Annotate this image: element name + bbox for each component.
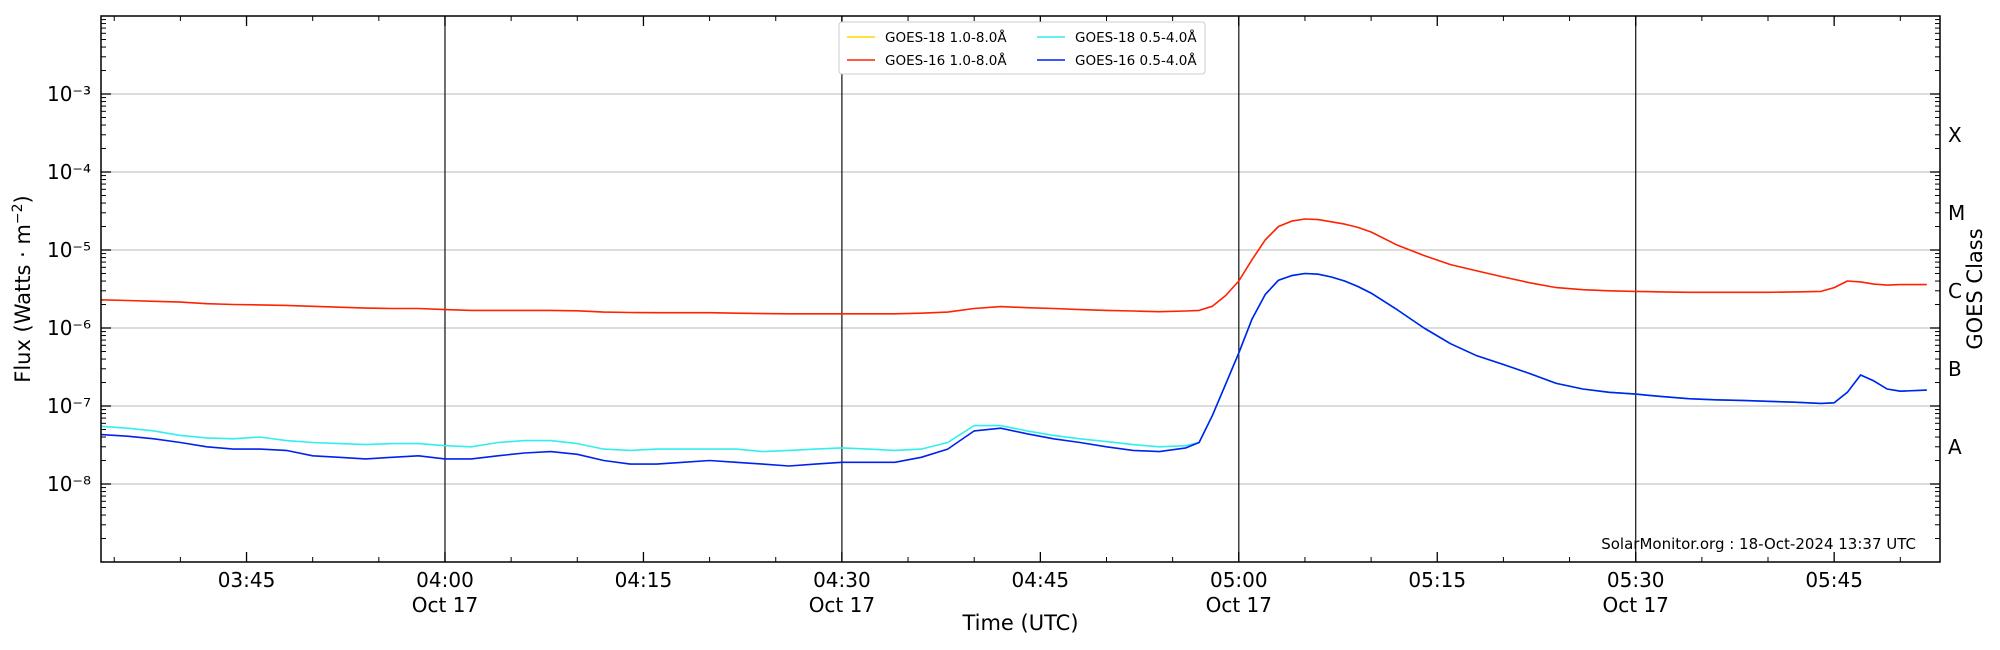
legend-entry-label: GOES-18 0.5-4.0Å <box>1075 29 1197 46</box>
legend-entry-label: GOES-16 0.5-4.0Å <box>1075 52 1197 69</box>
series-line-2 <box>100 218 1927 315</box>
y-tick-label: 10⁻³ <box>47 82 91 106</box>
goes-class-label: M <box>1948 201 1965 225</box>
x-tick-label: 05:00 <box>1210 568 1268 592</box>
goes-class-label: A <box>1948 435 1962 459</box>
x-tick-label: 04:45 <box>1012 568 1070 592</box>
x-tick-date-label: Oct 17 <box>412 593 478 617</box>
y-tick-label: 10⁻⁷ <box>47 394 91 418</box>
x-tick-label: 05:15 <box>1408 568 1466 592</box>
y-tick-label: 10⁻⁶ <box>47 316 91 340</box>
x-tick-label: 04:15 <box>615 568 673 592</box>
x-axis-label: Time (UTC) <box>961 611 1078 635</box>
source-watermark: SolarMonitor.org : 18-Oct-2024 13:37 UTC <box>1601 535 1916 553</box>
x-tick-label: 04:00 <box>416 568 474 592</box>
day-marker-lines <box>444 16 1637 562</box>
plot-frame <box>100 15 1941 563</box>
series-line-4 <box>100 272 1927 467</box>
x-tick-date-label: Oct 17 <box>1206 593 1272 617</box>
legend: GOES-18 1.0-8.0Å GOES-16 1.0-8.0Å GOES-18 … <box>838 21 1206 75</box>
legend-box <box>838 21 1206 75</box>
goes-class-label: X <box>1948 123 1962 147</box>
legend-entry-label: GOES-16 1.0-8.0Å <box>885 52 1007 69</box>
x-tick-date-label: Oct 17 <box>809 593 875 617</box>
series-lines <box>100 218 1927 467</box>
gridlines <box>101 93 1940 485</box>
y-axis-label: Flux (Watts · m−2) <box>10 195 35 383</box>
goes-class-label: C <box>1948 279 1962 303</box>
x-tick-label: 03:45 <box>218 568 276 592</box>
x-tick-label: 05:45 <box>1805 568 1863 592</box>
x-tick-date-label: Oct 17 <box>1603 593 1669 617</box>
x-tick-label: 05:30 <box>1607 568 1665 592</box>
y-tick-label: 10⁻⁸ <box>47 472 91 496</box>
x-tick-label: 04:30 <box>813 568 871 592</box>
y-tick-label: 10⁻⁴ <box>47 160 91 184</box>
goes-class-label: B <box>1948 357 1962 381</box>
legend-entry-label: GOES-18 1.0-8.0Å <box>885 29 1007 46</box>
y-axis-right-label: GOES Class <box>1963 228 1987 349</box>
y-tick-label: 10⁻⁵ <box>47 238 91 262</box>
